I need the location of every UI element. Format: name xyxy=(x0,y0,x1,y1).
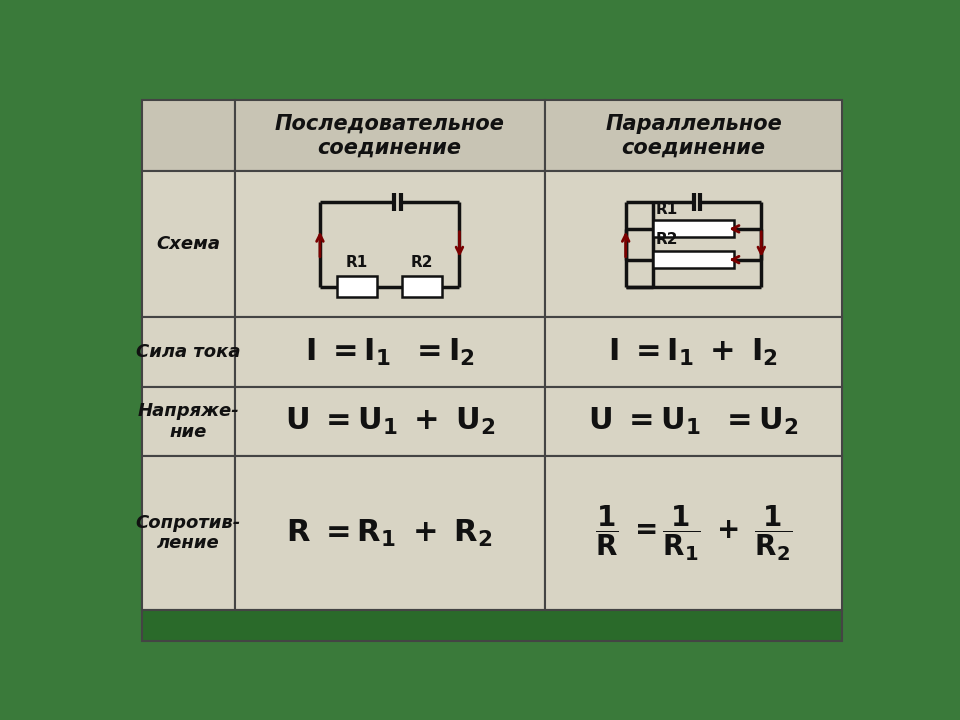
Bar xyxy=(142,456,234,610)
Bar xyxy=(234,387,544,456)
Text: Параллельное
соединение: Параллельное соединение xyxy=(605,114,781,157)
Bar xyxy=(234,100,544,171)
Bar xyxy=(544,456,842,610)
Bar xyxy=(544,318,842,387)
Bar xyxy=(653,251,734,268)
Bar xyxy=(142,318,234,387)
Bar xyxy=(142,387,234,456)
Bar xyxy=(544,171,842,318)
Bar xyxy=(234,456,544,610)
Bar xyxy=(142,171,234,318)
Text: Последовательное
соединение: Последовательное соединение xyxy=(275,114,505,157)
Text: $\mathbf{I\ =I_1\ +\ I_2}$: $\mathbf{I\ =I_1\ +\ I_2}$ xyxy=(609,336,779,368)
Bar xyxy=(234,171,544,318)
Text: $\mathbf{U\ =U_1\ \ =U_2}$: $\mathbf{U\ =U_1\ \ =U_2}$ xyxy=(588,406,799,437)
Text: Напряже-
ние: Напряже- ние xyxy=(137,402,239,441)
Text: R1: R1 xyxy=(346,255,369,270)
Bar xyxy=(402,276,443,297)
Text: R2: R2 xyxy=(655,233,678,248)
Bar xyxy=(544,387,842,456)
Text: R2: R2 xyxy=(411,255,434,270)
Text: $\mathbf{U\ =U_1\ +\ U_2}$: $\mathbf{U\ =U_1\ +\ U_2}$ xyxy=(284,406,494,437)
Bar xyxy=(142,100,234,171)
Bar xyxy=(142,610,842,641)
Bar xyxy=(234,318,544,387)
Bar xyxy=(653,220,734,238)
Text: Сопротив-
ление: Сопротив- ление xyxy=(135,513,241,552)
Text: Сила тока: Сила тока xyxy=(136,343,240,361)
Bar xyxy=(337,276,377,297)
Text: $\mathbf{R\ =R_1\ +\ R_2}$: $\mathbf{R\ =R_1\ +\ R_2}$ xyxy=(286,518,492,549)
Text: R1: R1 xyxy=(655,202,678,217)
Text: $\mathbf{I\ =I_1\ \ =I_2}$: $\mathbf{I\ =I_1\ \ =I_2}$ xyxy=(304,336,475,368)
Text: $\mathbf{\dfrac{1}{R}\ =\dfrac{1}{R_1}\ +\ \dfrac{1}{R_2}}$: $\mathbf{\dfrac{1}{R}\ =\dfrac{1}{R_1}\ … xyxy=(595,503,792,563)
Text: Схема: Схема xyxy=(156,235,220,253)
Bar xyxy=(544,100,842,171)
